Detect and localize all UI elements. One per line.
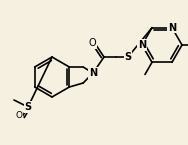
Text: N: N: [138, 40, 146, 50]
Text: O: O: [88, 38, 96, 48]
Text: O: O: [15, 110, 23, 119]
Text: S: S: [124, 52, 132, 62]
Text: N: N: [89, 68, 97, 78]
Text: N: N: [168, 23, 176, 33]
Text: S: S: [24, 102, 32, 112]
